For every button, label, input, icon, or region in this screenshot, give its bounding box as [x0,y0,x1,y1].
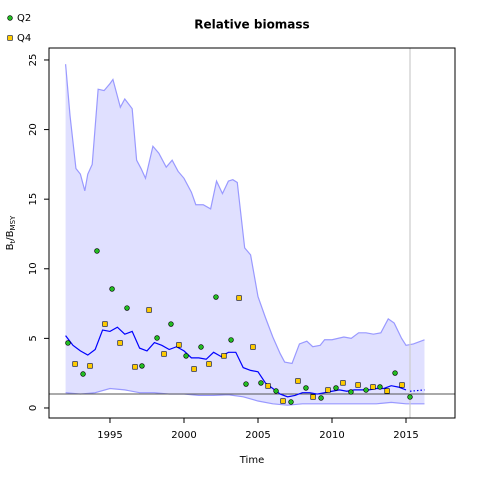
forecast-line [409,389,425,392]
x-tick-label: 2005 [245,430,270,441]
plot-frame [48,47,456,419]
q4-point [340,380,346,386]
q4-point [117,340,123,346]
y-axis-label: Bt/BMSY [5,215,17,250]
q2-point [154,335,160,341]
q4-point [370,384,376,390]
x-tick-label: 2000 [171,430,196,441]
q4-point [265,383,271,389]
y-tick-label: 25 [28,54,39,67]
q2-point [228,337,234,343]
y-tick-label: 20 [28,123,39,136]
q4-point [295,378,301,384]
q2-point [198,344,204,350]
band-upper [64,64,425,365]
legend-label: Q4 [17,33,31,44]
q4-point [102,321,108,327]
q4-point [355,382,361,388]
x-tick-label: 2015 [393,430,418,441]
y-tick-label: 0 [28,405,39,411]
x-tick-label: 1995 [97,430,122,441]
q4-point [146,307,152,313]
q4-point [399,382,405,388]
q2-point [243,381,249,387]
q2-point [109,286,115,292]
y-label-part: B [5,243,16,250]
q4-point [236,295,242,301]
q2-point [303,385,309,391]
q4-point [221,353,227,359]
y-label-part: /B [5,230,16,240]
q2-point [65,340,71,346]
y-tick-label: 15 [28,193,39,206]
x-axis-label: Time [239,455,264,466]
chart-title: Relative biomass [194,18,309,32]
q2-point [288,399,294,405]
q2-point [318,395,324,401]
y-tick-label: 10 [28,262,39,275]
q2-point [363,387,369,393]
q2-point [124,305,130,311]
q4-point [384,388,390,394]
confidence-band [65,64,425,406]
q2-point [139,363,145,369]
q4-point [132,364,138,370]
q2-point [377,384,383,390]
q2-point [168,321,174,327]
q2-point [80,371,86,377]
y-tick-label: 5 [28,335,39,341]
q4-point [161,351,167,357]
q4-point [310,394,316,400]
q2-point [392,370,398,376]
q4-point [250,344,256,350]
q4-point [325,387,331,393]
q4-point [176,342,182,348]
legend-marker [7,15,13,21]
q2-point [258,380,264,386]
q4-point [280,398,286,404]
q4-point [206,361,212,367]
q2-point [333,385,339,391]
q2-point [94,248,100,254]
y-label-sub: MSY [9,215,17,230]
q4-point [87,363,93,369]
band-lower [65,387,425,406]
q4-point [191,366,197,372]
q2-point [407,394,413,400]
q4-point [72,361,78,367]
legend-marker [7,35,13,41]
legend-label: Q2 [17,13,31,24]
q2-point [213,294,219,300]
y-label-sub: t [9,240,17,243]
q2-point [348,389,354,395]
q2-point [183,353,189,359]
q2-point [273,388,279,394]
x-tick-label: 2010 [319,430,344,441]
